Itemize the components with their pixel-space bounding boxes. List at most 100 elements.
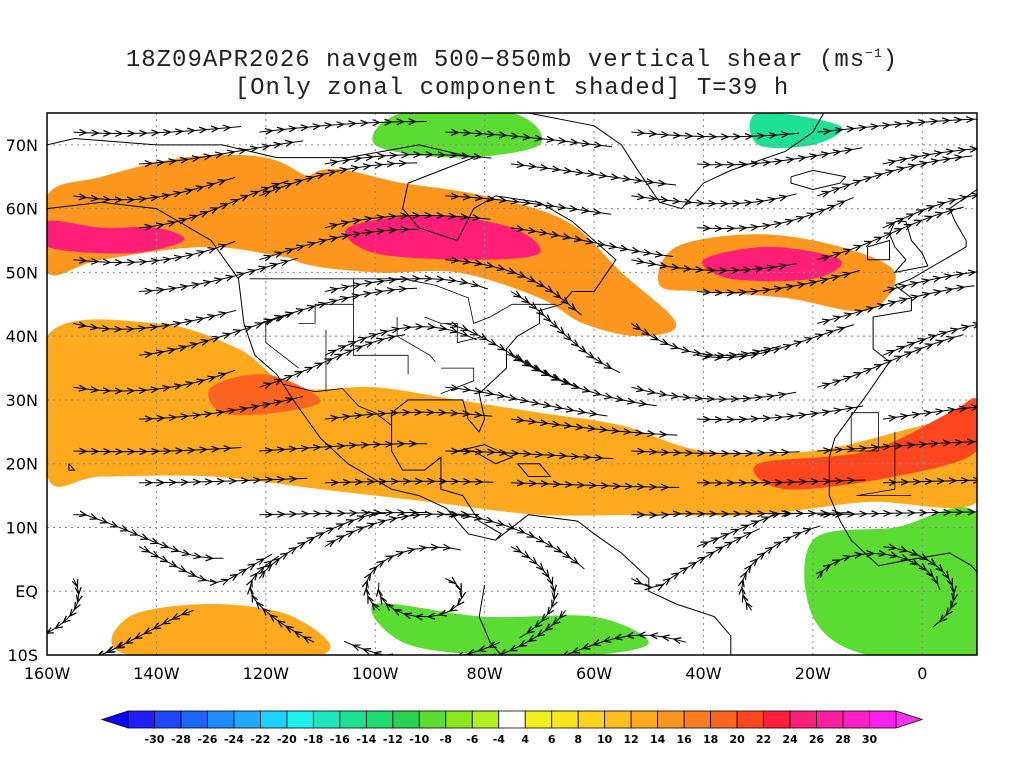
colorbar-label: 14 — [650, 733, 666, 746]
colorbar-swatch — [365, 710, 394, 729]
colorbar-label: 24 — [782, 733, 798, 746]
colorbar-swatch — [816, 710, 844, 729]
y-tick-label: 10N — [6, 518, 38, 537]
y-tick-label: 70N — [6, 136, 38, 155]
colorbar-swatch — [683, 710, 712, 729]
colorbar-label: 16 — [676, 733, 692, 746]
colorbar-label: -12 — [383, 733, 403, 746]
colorbar-swatch — [577, 710, 606, 729]
streamline — [366, 547, 461, 611]
colorbar: -30 -28 -26 -24 -22 -20 -18 -16 -14 -12 -10 -8 -6 -4 4… — [100, 710, 924, 746]
colorbar-label: -6 — [466, 733, 479, 746]
shading-pacific-band — [47, 319, 977, 516]
colorbar-label: 20 — [729, 733, 745, 746]
colorbar-label: -18 — [303, 733, 323, 746]
colorbar-label: 28 — [835, 733, 850, 746]
streamline — [445, 196, 612, 214]
colorbar-swatch — [286, 710, 314, 729]
y-tick-label: 30N — [6, 391, 38, 410]
colorbar-label: -20 — [277, 733, 297, 746]
streamline — [445, 451, 614, 459]
streamline — [696, 480, 866, 483]
streamline — [631, 323, 782, 355]
streamline — [73, 515, 224, 559]
streamline — [882, 147, 977, 164]
coastline-hawaii — [68, 463, 76, 471]
streamline — [631, 260, 797, 271]
colorbar-swatch — [736, 710, 764, 729]
shading-green-arctic — [372, 113, 543, 158]
streamline — [631, 513, 800, 515]
colorbar-swatch — [789, 710, 817, 729]
streamline — [259, 229, 419, 260]
streamline — [259, 444, 428, 451]
colorbar-swatch — [260, 710, 288, 729]
streamline — [445, 132, 613, 147]
streamline — [631, 132, 800, 137]
colorbar-label: 10 — [597, 733, 613, 746]
streamlines — [47, 119, 977, 655]
streamline — [882, 547, 954, 628]
streamline — [138, 257, 299, 291]
streamline — [696, 148, 863, 165]
colorbar-left-arrow — [100, 710, 129, 729]
x-tick-label: 20W — [795, 664, 831, 683]
colorbar-swatch — [127, 710, 155, 729]
y-tick-label: 20N — [6, 455, 38, 474]
colorbar-swatch — [498, 710, 526, 729]
colorbar-label: -22 — [250, 733, 270, 746]
x-tick-label: 0 — [917, 664, 927, 683]
streamline — [324, 481, 494, 483]
colorbar-label: 22 — [756, 733, 771, 746]
streamline — [817, 512, 977, 515]
streamline — [324, 514, 480, 547]
coastline-north-america — [47, 137, 617, 541]
streamline — [510, 419, 678, 435]
colorbar-swatch — [524, 710, 553, 729]
streamline — [631, 194, 797, 204]
border-mali-mauritania — [856, 431, 912, 496]
colorbar-swatch — [207, 710, 235, 729]
streamline — [56, 610, 194, 655]
streamline — [138, 478, 308, 482]
streamline — [47, 578, 79, 642]
streamline — [817, 441, 977, 451]
x-tick-label: 80W — [467, 664, 503, 683]
colorbar-label: -26 — [198, 733, 218, 746]
streamline — [510, 228, 674, 257]
colorbar-swatch — [233, 710, 261, 729]
streamline — [73, 369, 236, 391]
colorbar-swatch — [445, 710, 473, 729]
streamline — [73, 309, 237, 329]
streamline — [73, 240, 236, 262]
streamline — [532, 635, 687, 655]
colorbar-label: -24 — [224, 733, 244, 746]
streamline — [817, 119, 977, 132]
streamline — [138, 141, 304, 164]
coastline-hispaniola — [517, 463, 552, 477]
streamline — [445, 260, 583, 316]
colorbar-swatch — [154, 710, 182, 729]
y-axis-labels: 70N 60N 50N 40N 30N 20N 10N EQ 10S — [6, 136, 38, 665]
streamline — [882, 270, 977, 292]
streamline — [631, 387, 797, 399]
colorbar-label: 4 — [521, 733, 529, 746]
streamline — [138, 396, 304, 420]
colorbar-swatch — [180, 710, 208, 729]
streamline — [696, 270, 860, 293]
streamline — [510, 483, 680, 488]
colorbar-swatch — [551, 710, 579, 729]
colorbar-label: -28 — [171, 733, 191, 746]
colorbar-label: -4 — [493, 733, 506, 746]
streamline — [882, 406, 977, 420]
colorbar-label: 12 — [624, 733, 639, 746]
y-tick-label: 50N — [6, 263, 38, 282]
y-tick-label: EQ — [15, 582, 38, 601]
streamline — [324, 155, 492, 165]
colorbar-label: -14 — [356, 733, 376, 746]
x-axis-labels: 160W 140W 120W 100W 80W 60W 40W 20W 0 — [24, 664, 928, 683]
streamline — [445, 515, 585, 570]
colorbar-label: 26 — [809, 733, 825, 746]
colorbar-label: -30 — [145, 733, 165, 746]
